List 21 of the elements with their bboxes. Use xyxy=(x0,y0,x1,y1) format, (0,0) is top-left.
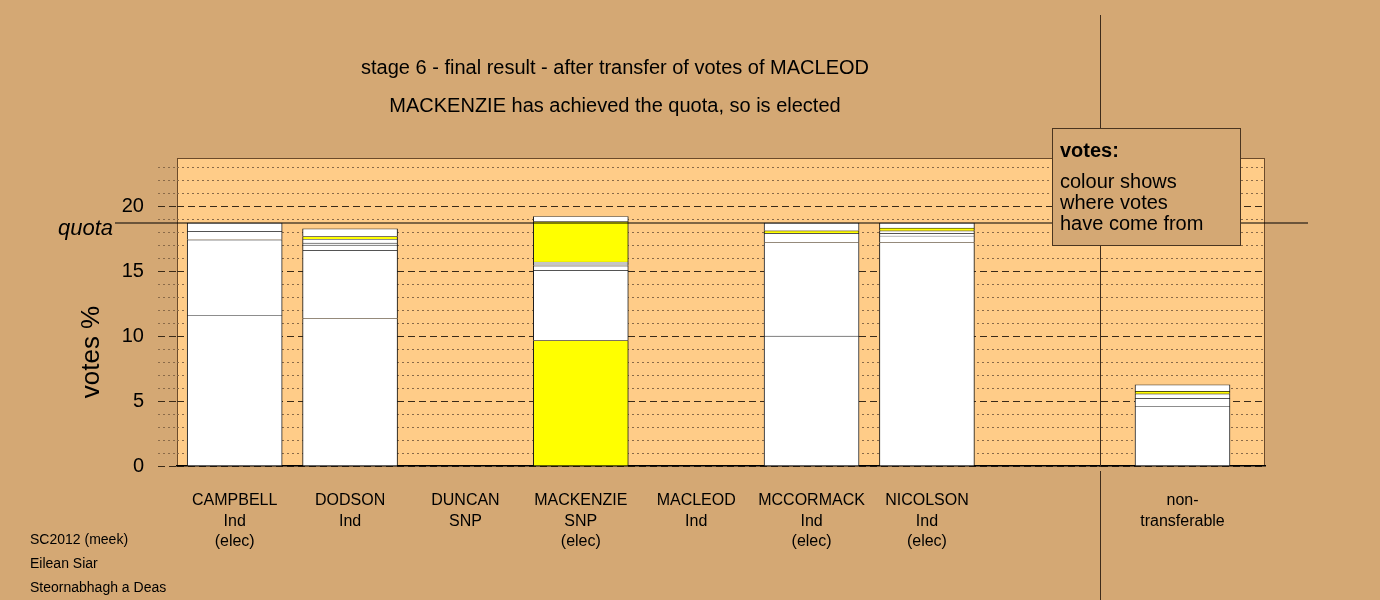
y-tick-label: 20 xyxy=(121,193,144,216)
y-tick-label: 5 xyxy=(132,388,144,411)
chart-title: stage 6 - final result - after transfer of votes of MACLEOD xyxy=(360,55,870,79)
y-tick-label: 0 xyxy=(132,453,144,476)
x-tick-label: MACKENZIE SNP (elec) xyxy=(534,490,628,550)
chart-subtitle: MACKENZIE has achieved the quota, so is elected xyxy=(388,93,842,117)
text: Eilean Siar xyxy=(30,554,98,572)
y-axis-title: votes % xyxy=(75,305,105,399)
x-tick-label: CAMPBELL Ind (elec) xyxy=(192,490,278,550)
y-tick-label: 15 xyxy=(121,258,144,281)
x-tick-label: MCCORMACK Ind (elec) xyxy=(758,490,866,550)
ref-line-label: quota xyxy=(57,215,113,241)
text: Steornabhagh a Deas xyxy=(30,578,167,596)
x-tick-label: non- transferable xyxy=(1140,490,1225,529)
x-tick-label: DUNCAN SNP xyxy=(431,490,500,529)
annotation: votes: xyxy=(1060,138,1119,162)
y-tick-label: 10 xyxy=(121,323,144,346)
x-tick-label: NICOLSON Ind (elec) xyxy=(885,490,969,550)
text: SC2012 (meek) xyxy=(30,530,129,548)
x-tick-label: DODSON Ind xyxy=(314,490,386,529)
x-tick-label: MACLEOD Ind xyxy=(656,490,736,529)
